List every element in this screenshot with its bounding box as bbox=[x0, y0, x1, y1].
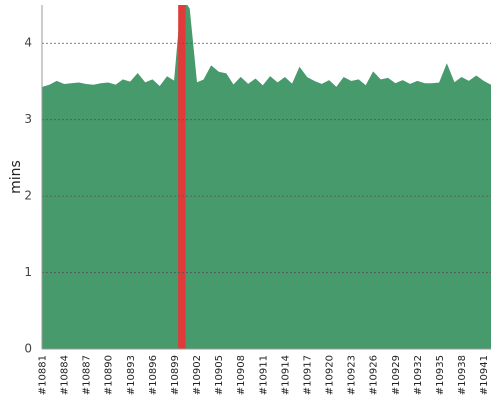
y-tick-label: 2 bbox=[24, 189, 32, 203]
x-tick-label: #10926 bbox=[369, 355, 380, 395]
y-tick-label: 1 bbox=[24, 265, 32, 279]
x-tick-label: #10929 bbox=[391, 355, 402, 395]
x-tick-label: #10887 bbox=[82, 355, 93, 395]
y-tick-label: 3 bbox=[24, 112, 32, 126]
x-tick-label: #10902 bbox=[192, 355, 203, 395]
plot-area bbox=[42, 5, 491, 349]
x-tick-label: #10896 bbox=[148, 355, 159, 395]
x-tick-label: #10890 bbox=[104, 355, 115, 395]
x-tick-label: #10899 bbox=[170, 355, 181, 395]
x-tick-label: #10908 bbox=[236, 355, 247, 395]
x-tick-label: #10932 bbox=[413, 355, 424, 395]
y-tick-label: 4 bbox=[24, 36, 32, 50]
x-tick-label: #10893 bbox=[126, 355, 137, 395]
x-tick-label: #10914 bbox=[280, 355, 291, 395]
x-tick-label: #10935 bbox=[435, 355, 446, 395]
x-tick-label: #10905 bbox=[214, 355, 225, 395]
x-tick-label: #10917 bbox=[302, 355, 313, 395]
x-tick-label: #10884 bbox=[60, 355, 71, 395]
failed-build-bar bbox=[178, 5, 186, 349]
x-tick-label: #10911 bbox=[258, 355, 269, 395]
area bbox=[42, 5, 491, 349]
x-tick-label: #10881 bbox=[38, 355, 49, 395]
x-tick-label: #10920 bbox=[325, 355, 336, 395]
y-axis-label: mins bbox=[8, 160, 24, 194]
x-tick-label: #10938 bbox=[457, 355, 468, 395]
y-tick-label: 0 bbox=[24, 342, 32, 356]
x-tick-label: #10923 bbox=[347, 355, 358, 395]
x-tick-label: #10941 bbox=[479, 355, 490, 395]
